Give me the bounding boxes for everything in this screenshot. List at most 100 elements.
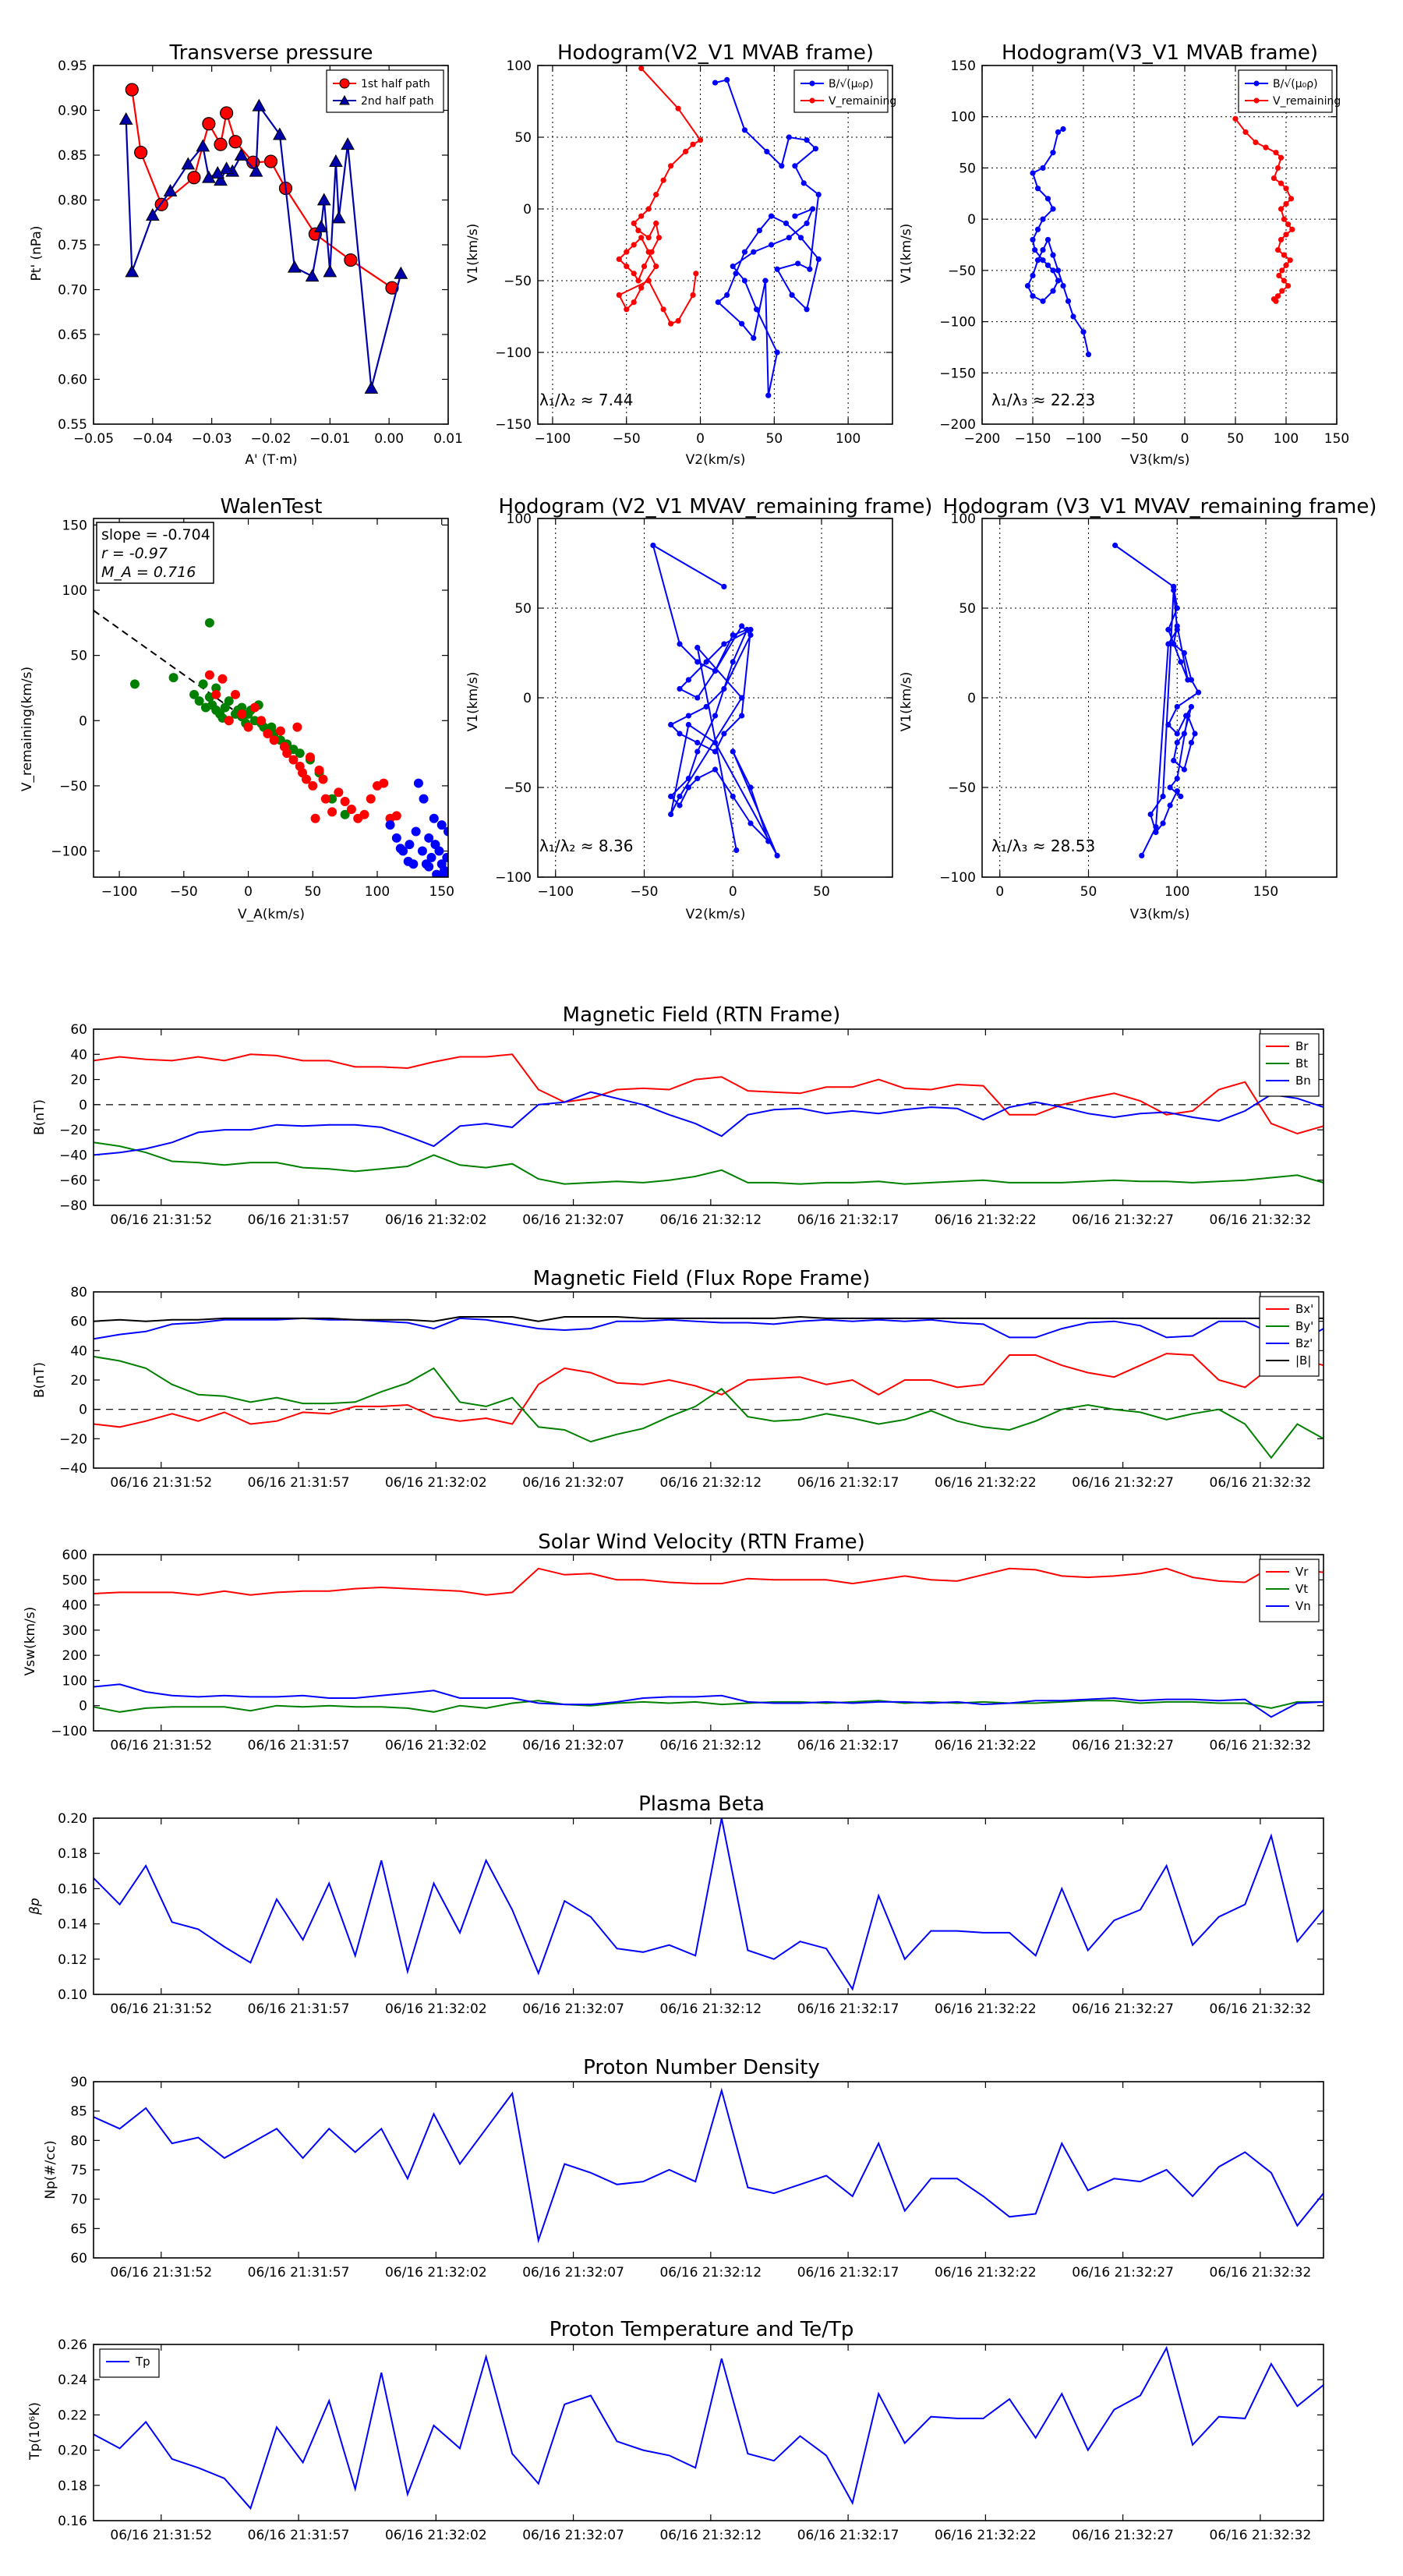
hodo_v2v1-point bbox=[638, 213, 645, 219]
hodo_v3v1_rem-point bbox=[1174, 627, 1180, 633]
vsw-legend-label: Vn bbox=[1295, 1599, 1311, 1613]
transverse-point bbox=[263, 154, 278, 168]
walen-point bbox=[282, 748, 292, 759]
hodo_v3v1-point bbox=[1030, 170, 1036, 176]
walen-fit-line bbox=[94, 610, 249, 722]
vsw-xtick-label: 06/16 21:32:22 bbox=[935, 1738, 1037, 1753]
hodo_v2v1_rem-point bbox=[730, 793, 736, 800]
hodo_v2v1-point bbox=[641, 264, 648, 270]
bfield_fr-ytick-label: 80 bbox=[70, 1285, 87, 1300]
walen-point bbox=[391, 833, 401, 843]
bfield_rtn-xtick-label: 06/16 21:32:12 bbox=[659, 1212, 762, 1228]
hodo_v3v1_rem-point bbox=[1153, 829, 1159, 836]
hodo_v3v1-data-layer bbox=[1024, 115, 1295, 358]
walen-ytick-label: 100 bbox=[62, 583, 87, 599]
transverse-xlabel: A' (T·m) bbox=[245, 452, 297, 468]
hodo_v2v1_rem-axes-frame bbox=[537, 518, 893, 878]
walen-point bbox=[302, 774, 311, 784]
transverse-point bbox=[344, 253, 358, 267]
walen-point bbox=[395, 844, 405, 854]
hodo_v2v1_rem-point bbox=[685, 775, 691, 782]
bfield_fr-ytick-label: −40 bbox=[59, 1461, 87, 1477]
walen-point bbox=[440, 872, 448, 877]
transverse-point bbox=[214, 137, 228, 151]
beta-ytick-label: 0.16 bbox=[58, 1881, 87, 1897]
density-series-line-0 bbox=[93, 2087, 1324, 2244]
walen-stats-box bbox=[96, 522, 214, 584]
hodo_v3v1_rem-point bbox=[1178, 659, 1184, 665]
walen-point bbox=[417, 846, 427, 856]
hodo_v2v1-point bbox=[645, 235, 652, 241]
walen-point bbox=[426, 852, 436, 862]
walen-point bbox=[334, 787, 344, 798]
transverse-ytick-label: 0.60 bbox=[58, 373, 87, 388]
hodo_v3v1-ytick-label: −150 bbox=[939, 366, 976, 381]
walen-point bbox=[411, 826, 421, 837]
temperature-xtick-label: 06/16 21:32:27 bbox=[1072, 2528, 1174, 2543]
hodo_v3v1-point bbox=[1278, 154, 1285, 161]
hodo_v2v1_rem-point bbox=[677, 802, 683, 809]
hodo_v2v1-point bbox=[653, 192, 659, 198]
hodo_v3v1-point bbox=[1242, 129, 1249, 136]
walen-ylabel: V_remaining(km/s) bbox=[19, 667, 35, 791]
hodo_v2v1-xtick-label: −50 bbox=[613, 431, 641, 447]
hodo_v3v1_rem-point bbox=[1165, 721, 1172, 728]
hodo_v2v1_rem-xtick-label: 50 bbox=[813, 884, 830, 900]
hodo_v3v1-point bbox=[1080, 329, 1087, 335]
bfield_rtn-xtick-label: 06/16 21:32:22 bbox=[935, 1212, 1037, 1228]
walen-point bbox=[327, 807, 337, 817]
temperature-xtick-label: 06/16 21:31:57 bbox=[248, 2528, 350, 2543]
hodo_v2v1-point bbox=[741, 249, 748, 255]
hodo_v2v1-legend-marker bbox=[809, 80, 815, 87]
hodo_v2v1_rem-point bbox=[721, 641, 727, 647]
density-ytick-label: 80 bbox=[70, 2133, 87, 2149]
hodo-v3v1-rem-xlabel: V3(km/s) bbox=[1130, 907, 1190, 922]
hodo_v3v1-legend-marker bbox=[1253, 97, 1260, 104]
vsw-ytick-label: 0 bbox=[79, 1699, 87, 1714]
temperature-xtick-label: 06/16 21:32:07 bbox=[522, 2528, 624, 2543]
hodo_v2v1_rem-point bbox=[721, 685, 727, 692]
hodo-v3v1-ylabel: V1(km/s) bbox=[899, 224, 914, 284]
vsw-xtick-label: 06/16 21:32:17 bbox=[797, 1738, 899, 1753]
vsw-axes-frame bbox=[93, 1554, 1324, 1732]
hodo_v2v1-point bbox=[815, 256, 822, 262]
walen-point bbox=[237, 709, 247, 719]
hodo_v2v1_rem-point bbox=[730, 632, 736, 639]
walen-point bbox=[327, 794, 337, 804]
beta-axes-frame bbox=[93, 1817, 1324, 1995]
hodo_v3v1-point bbox=[1040, 257, 1046, 264]
hodo_v2v1_rem-point bbox=[730, 659, 736, 665]
bfield_fr-xtick-label: 06/16 21:32:22 bbox=[935, 1475, 1037, 1491]
transverse-ytick-label: 0.95 bbox=[58, 58, 87, 74]
hodo_v2v1_rem-xtick-label: −50 bbox=[631, 884, 659, 900]
panel-proton-temperature: Proton Temperature and Te/Tp 0.16 0.18 0.2… bbox=[27, 2318, 1324, 2543]
transverse-legend-label: 2nd half path bbox=[361, 95, 434, 108]
hodo_v3v1-point bbox=[1040, 246, 1046, 253]
hodo_v2v1-point bbox=[789, 292, 795, 298]
bfield_fr-xtick-label: 06/16 21:32:02 bbox=[385, 1475, 487, 1491]
hodo_v2v1-xtick-label: −100 bbox=[535, 431, 571, 447]
hodo_v2v1_rem-point bbox=[668, 811, 674, 818]
transverse-point bbox=[125, 264, 140, 278]
hodo_v3v1-xtick-label: 100 bbox=[1274, 431, 1299, 447]
hodo-v2v1-xlabel: V2(km/s) bbox=[686, 452, 746, 468]
bfield_fr-series-line-3 bbox=[93, 1315, 1323, 1322]
hodo_v3v1-point bbox=[1281, 252, 1287, 258]
hodo_v3v1_rem-point bbox=[1112, 542, 1119, 549]
bfield_rtn-ytick-label: 60 bbox=[70, 1022, 87, 1038]
walen-data-layer bbox=[94, 610, 448, 877]
transverse-xtick-label: −0.04 bbox=[133, 431, 173, 447]
hodo_v3v1-point bbox=[1283, 262, 1289, 268]
hodo_v3v1-point bbox=[1044, 262, 1051, 268]
walen-point bbox=[204, 617, 214, 628]
hodo_v3v1-point bbox=[1273, 150, 1279, 156]
hodo_v3v1-point bbox=[1275, 246, 1281, 253]
hodo_v3v1_rem-point bbox=[1160, 820, 1166, 826]
temperature-legend-box bbox=[99, 2348, 160, 2378]
vsw-legend-box bbox=[1259, 1559, 1320, 1622]
temperature-ylabel: Tp(10⁶K) bbox=[27, 2402, 43, 2461]
density-xtick-label: 06/16 21:32:12 bbox=[659, 2265, 762, 2281]
vsw-series-line-1 bbox=[93, 1700, 1323, 1713]
hodo_v2v1-point bbox=[668, 163, 674, 169]
hodo_v2v1-axes-frame bbox=[537, 65, 893, 425]
